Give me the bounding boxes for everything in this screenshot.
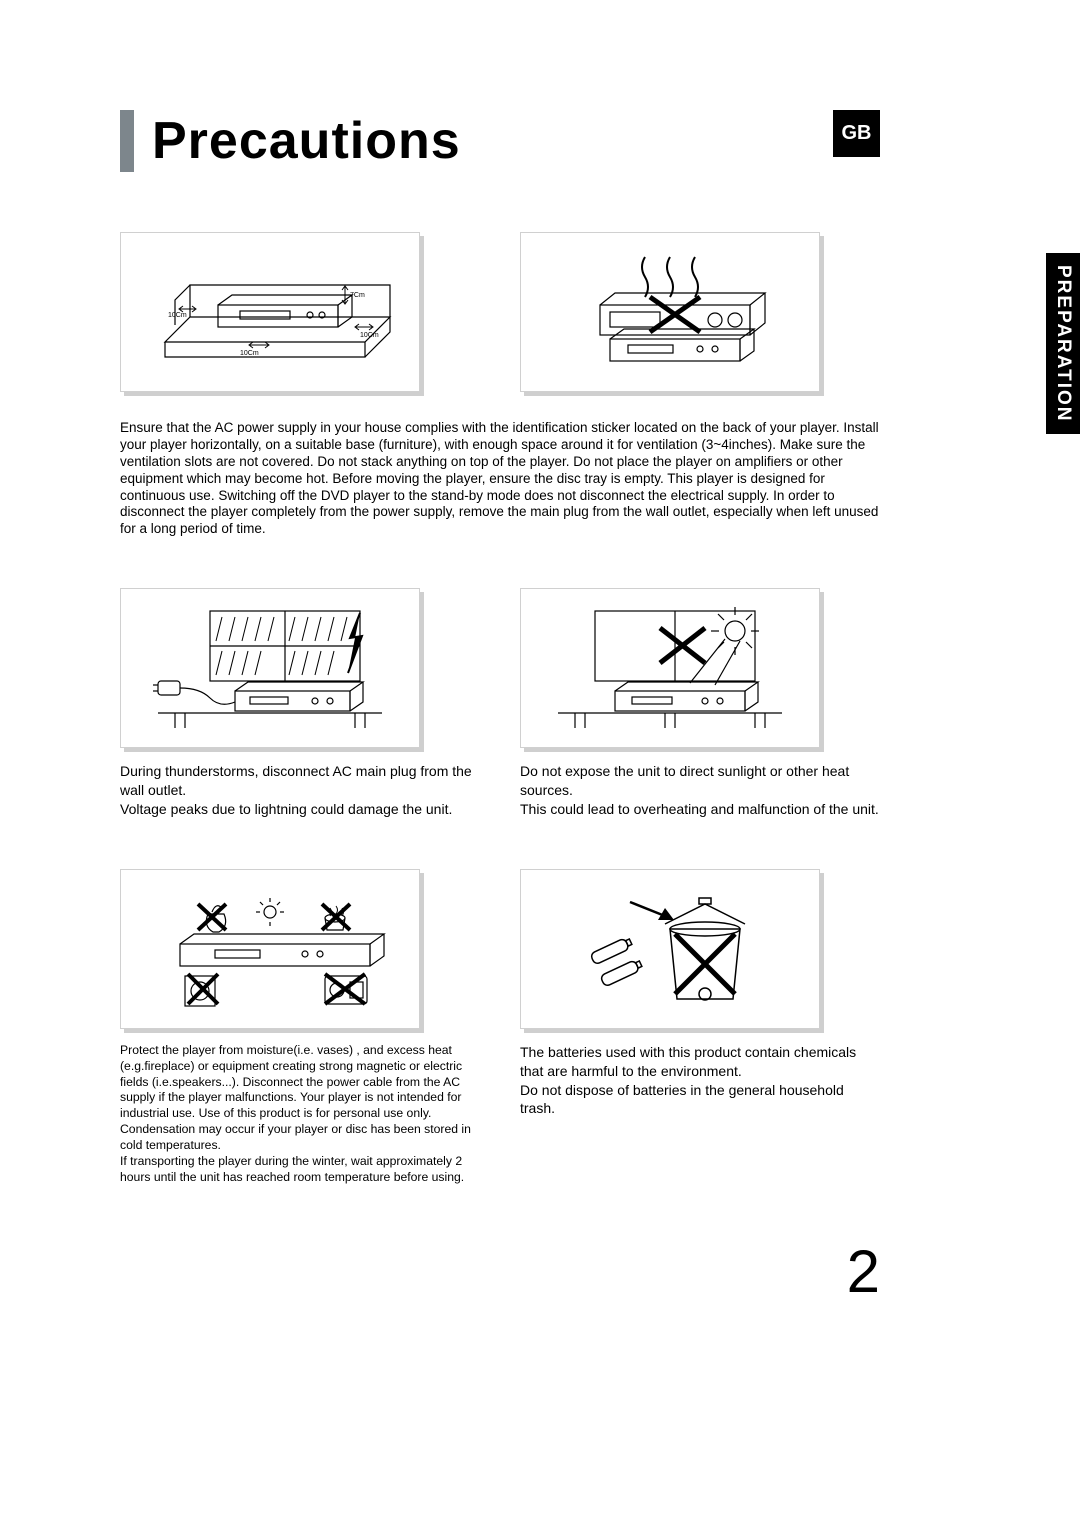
page-content: Precautions GB xyxy=(120,110,880,1186)
title-accent-bar xyxy=(120,110,134,172)
intro-paragraph: Ensure that the AC power supply in your … xyxy=(120,420,880,538)
cell-thunderstorm: During thunderstorms, disconnect AC main… xyxy=(120,588,480,819)
illustration-row-2: During thunderstorms, disconnect AC main… xyxy=(120,588,880,819)
cell-sunlight: Do not expose the unit to direct sunligh… xyxy=(520,588,880,819)
cell-batteries: The batteries used with this product con… xyxy=(520,869,880,1186)
no-stack-diagram xyxy=(520,232,820,392)
title-block: Precautions xyxy=(120,110,461,172)
label-10cm-front: 10Cm xyxy=(240,350,259,357)
illustration-no-stack xyxy=(520,232,880,406)
language-badge: GB xyxy=(833,110,880,157)
ventilation-diagram: 7Cm 10Cm 10Cm 10Cm xyxy=(120,232,420,392)
cell-moisture: Protect the player from moisture(i.e. va… xyxy=(120,869,480,1186)
caption-moisture: Protect the player from moisture(i.e. va… xyxy=(120,1043,480,1186)
section-tab: PREPARATION xyxy=(1046,253,1080,434)
label-10cm-right: 10Cm xyxy=(360,332,379,339)
batteries-diagram xyxy=(520,869,820,1029)
thunderstorm-diagram xyxy=(120,588,420,748)
illustration-row-1: 7Cm 10Cm 10Cm 10Cm xyxy=(120,232,880,406)
caption-sunlight: Do not expose the unit to direct sunligh… xyxy=(520,762,880,819)
caption-batteries: The batteries used with this product con… xyxy=(520,1043,880,1119)
illustration-row-3: Protect the player from moisture(i.e. va… xyxy=(120,869,880,1186)
page-number: 2 xyxy=(847,1237,880,1306)
caption-thunderstorm: During thunderstorms, disconnect AC main… xyxy=(120,762,480,819)
label-7cm: 7Cm xyxy=(350,292,365,299)
moisture-diagram xyxy=(120,869,420,1029)
page-title: Precautions xyxy=(152,111,461,171)
label-10cm-left: 10Cm xyxy=(168,312,187,319)
illustration-ventilation: 7Cm 10Cm 10Cm 10Cm xyxy=(120,232,480,406)
sunlight-diagram xyxy=(520,588,820,748)
header-row: Precautions GB xyxy=(120,110,880,172)
